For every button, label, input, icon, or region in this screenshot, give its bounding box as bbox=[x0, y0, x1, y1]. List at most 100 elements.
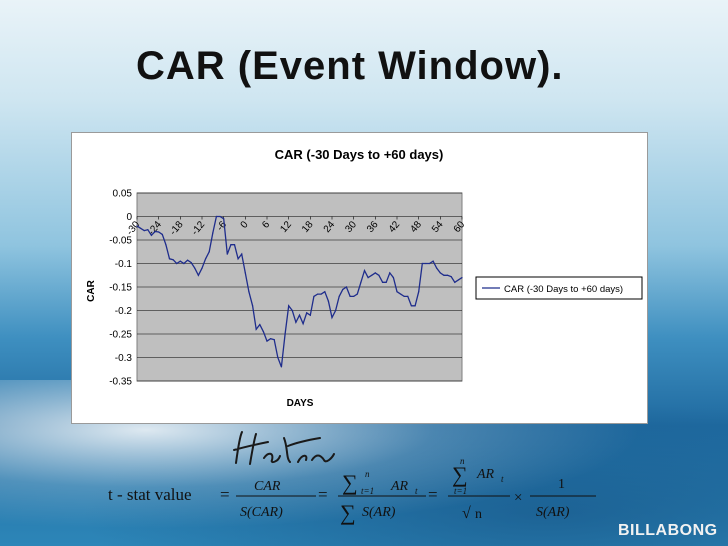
data-point bbox=[273, 339, 275, 341]
data-point bbox=[298, 314, 301, 316]
y-tick-label: -0.25 bbox=[109, 330, 132, 341]
sum-symbol-2: ∑ bbox=[340, 500, 356, 525]
formula-num-3: AR bbox=[476, 467, 495, 482]
data-point bbox=[306, 312, 308, 314]
data-point bbox=[158, 231, 160, 233]
formula-num-3-sub: t bbox=[501, 474, 504, 484]
data-point bbox=[320, 293, 322, 295]
sum-upper-3: n bbox=[460, 456, 465, 466]
signature-logo bbox=[233, 431, 335, 465]
y-tick-label: -0.2 bbox=[115, 306, 133, 317]
data-point bbox=[208, 251, 210, 253]
data-point bbox=[356, 293, 358, 295]
data-point bbox=[353, 295, 355, 297]
data-point bbox=[327, 300, 329, 302]
data-point bbox=[251, 305, 254, 307]
formula-one: 1 bbox=[558, 477, 565, 492]
data-point bbox=[381, 281, 384, 283]
data-point bbox=[432, 260, 434, 262]
formula-den-3: S(AR) bbox=[536, 505, 570, 520]
data-point bbox=[255, 328, 257, 330]
data-point bbox=[360, 281, 362, 283]
data-point bbox=[439, 272, 441, 274]
data-point bbox=[443, 274, 445, 276]
data-point bbox=[147, 229, 149, 231]
sqrt-symbol: √ bbox=[462, 505, 471, 522]
legend-label: CAR (-30 Days to +60 days) bbox=[504, 284, 623, 295]
data-point bbox=[190, 261, 192, 264]
data-point bbox=[446, 274, 449, 276]
data-point bbox=[150, 234, 153, 236]
data-point bbox=[331, 316, 333, 319]
formula-eq-1: = bbox=[220, 485, 230, 504]
y-tick-label: -0.1 bbox=[115, 259, 133, 270]
sum-symbol-3: ∑ bbox=[452, 462, 468, 487]
chart-panel: CAR (-30 Days to +60 days) 0.05 0 -0.05 -0.… bbox=[71, 132, 648, 424]
billabong-logo: BILLABONG bbox=[618, 522, 718, 540]
y-tick-label: -0.3 bbox=[115, 353, 133, 364]
y-tick-label: -0.35 bbox=[109, 377, 132, 388]
data-point bbox=[378, 274, 380, 276]
data-point bbox=[197, 274, 199, 276]
sum-lower-3: t=1 bbox=[454, 486, 467, 496]
data-point bbox=[165, 244, 167, 246]
y-tick-label: -0.15 bbox=[109, 283, 132, 294]
formula-num-1: CAR bbox=[254, 479, 281, 494]
data-point bbox=[284, 333, 286, 335]
data-point bbox=[367, 277, 369, 279]
data-point bbox=[244, 272, 246, 274]
brand-text: BILLABONG bbox=[618, 522, 718, 539]
data-point bbox=[385, 281, 387, 283]
data-point bbox=[400, 293, 402, 295]
data-point bbox=[291, 309, 293, 312]
legend: CAR (-30 Days to +60 days) bbox=[475, 276, 643, 300]
data-point bbox=[270, 338, 272, 340]
sum-upper-1: n bbox=[365, 469, 370, 479]
data-point bbox=[161, 233, 163, 235]
data-point bbox=[168, 258, 171, 260]
t-stat-formula: t - stat value = CAR S(CAR) = ∑ n t=1 AR… bbox=[108, 456, 596, 525]
slide-title: CAR (Event Window). bbox=[136, 44, 564, 88]
y-tick-label: 0.05 bbox=[113, 189, 133, 200]
data-point bbox=[241, 253, 243, 255]
data-point bbox=[277, 356, 279, 359]
data-point bbox=[309, 314, 311, 316]
formula-den-2: S(AR) bbox=[362, 505, 396, 520]
data-point bbox=[403, 295, 405, 297]
formula-num-2-sub: t bbox=[415, 486, 418, 496]
data-point bbox=[201, 267, 203, 269]
y-tick-label: -0.05 bbox=[109, 236, 132, 247]
legend-box bbox=[475, 276, 643, 300]
data-point bbox=[338, 295, 340, 297]
data-point bbox=[233, 244, 236, 246]
data-point bbox=[140, 227, 142, 229]
data-point bbox=[205, 258, 207, 260]
data-point bbox=[248, 291, 250, 293]
sum-lower-1: t=1 bbox=[361, 486, 374, 496]
formula-times: × bbox=[514, 490, 522, 506]
data-point bbox=[436, 267, 438, 269]
formula-eq-2: = bbox=[318, 485, 328, 504]
sqrt-n: n bbox=[475, 507, 482, 522]
formula-lhs: t - stat value bbox=[108, 485, 192, 504]
data-point bbox=[407, 295, 409, 297]
data-point bbox=[316, 293, 319, 295]
data-point bbox=[172, 259, 174, 261]
data-point bbox=[421, 262, 423, 265]
formula-den-1: S(CAR) bbox=[240, 505, 283, 520]
data-point bbox=[454, 281, 456, 283]
data-point bbox=[392, 277, 394, 279]
data-point bbox=[215, 215, 218, 218]
x-axis-label: DAYS bbox=[287, 398, 314, 409]
data-point bbox=[295, 321, 297, 323]
data-point bbox=[183, 262, 185, 265]
formula-num-2: AR bbox=[390, 479, 409, 494]
data-point bbox=[143, 230, 145, 232]
data-point bbox=[345, 286, 348, 288]
data-point bbox=[418, 291, 420, 293]
data-point bbox=[186, 259, 189, 261]
data-point bbox=[363, 269, 366, 272]
data-point bbox=[371, 274, 373, 276]
data-point bbox=[179, 260, 181, 262]
data-point bbox=[313, 295, 315, 297]
